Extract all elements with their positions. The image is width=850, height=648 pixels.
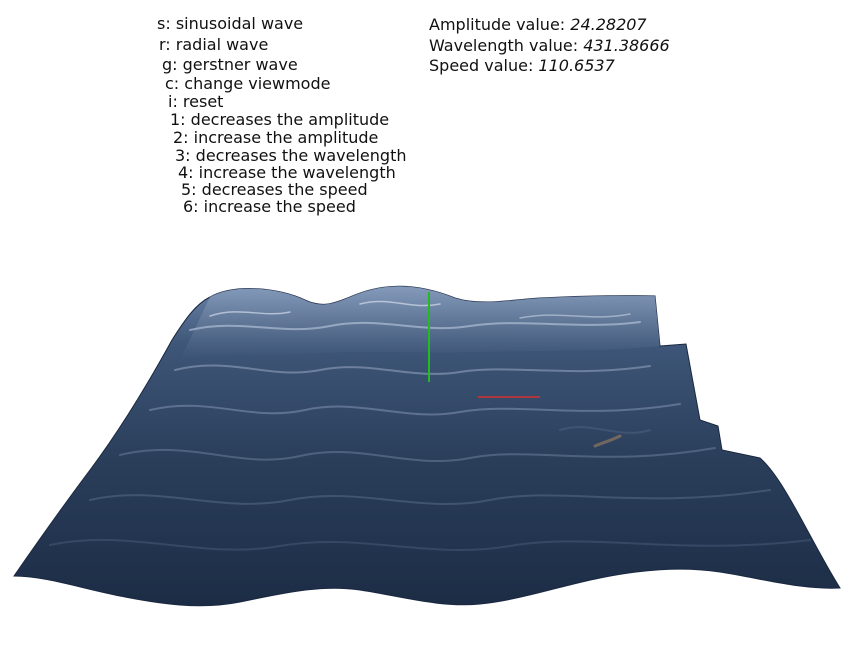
water-far-crest [180, 286, 660, 360]
wave-ripples [49, 300, 811, 551]
help-line-decrease-speed: 5: decreases the speed [181, 180, 368, 199]
help-line-reset: i: reset [168, 92, 224, 111]
help-line-increase-amplitude: 2: increase the amplitude [173, 128, 379, 147]
help-line-increase-wavelength: 4: increase the wavelength [178, 163, 396, 182]
amplitude-value: 24.28207 [570, 15, 647, 34]
help-line-viewmode: c: change viewmode [165, 74, 331, 93]
help-line-sinusoidal: s: sinusoidal wave [157, 14, 304, 33]
help-line-increase-speed: 6: increase the speed [183, 197, 356, 216]
wavelength-readout: Wavelength value: 431.38666 [429, 36, 670, 55]
help-line-radial: r: radial wave [159, 35, 269, 54]
speed-readout: Speed value: 110.6537 [429, 56, 615, 75]
wavelength-value: 431.38666 [583, 36, 670, 55]
wavelength-label: Wavelength value: [429, 36, 584, 55]
water-surface [13, 285, 841, 607]
help-line-decrease-wavelength: 3: decreases the wavelength [175, 146, 407, 165]
help-line-decrease-amplitude: 1: decreases the amplitude [170, 110, 390, 129]
amplitude-label: Amplitude value: [429, 15, 571, 34]
speed-label: Speed value: [429, 56, 539, 75]
amplitude-readout: Amplitude value: 24.28207 [429, 15, 647, 34]
help-line-gerstner: g: gerstner wave [162, 55, 298, 74]
speed-value: 110.6537 [538, 56, 615, 75]
